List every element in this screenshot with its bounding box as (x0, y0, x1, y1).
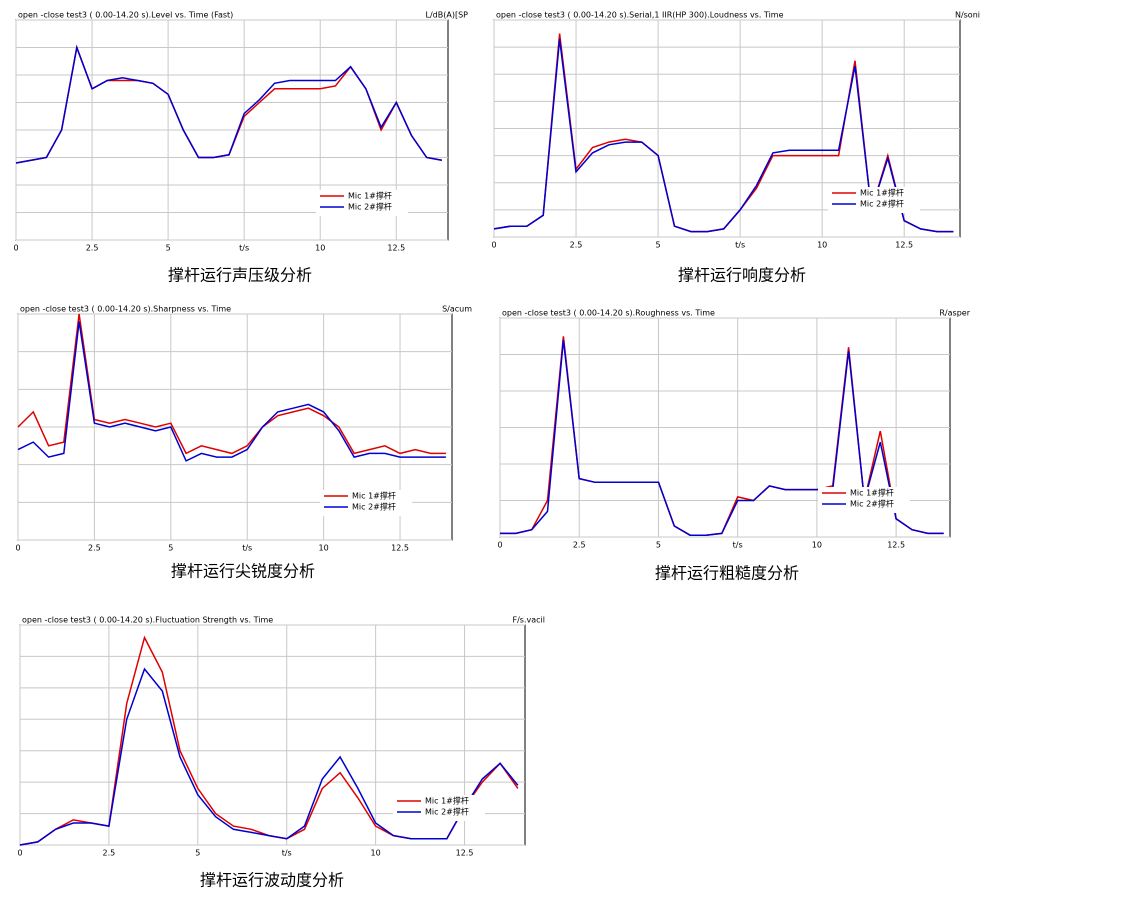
x-tick-label: 10 (812, 541, 822, 550)
x-tick-label: t/s (242, 544, 252, 553)
chart-title: open -close test3 ( 0.00-14.20 s).Sharpn… (20, 305, 231, 314)
series-line (17, 321, 446, 462)
series-line (500, 339, 944, 536)
legend-label: Mic 1#撑杆 (860, 188, 904, 198)
legend-label: Mic 1#撑杆 (348, 191, 392, 201)
x-tick-label: 0 (15, 544, 20, 553)
legend-box (320, 490, 412, 516)
legend-label: Mic 2#撑杆 (425, 807, 469, 817)
x-tick-label: t/s (733, 541, 743, 550)
legend-label: Mic 1#撑杆 (352, 491, 396, 501)
x-tick-label: 10 (817, 241, 827, 250)
x-tick-label: 2.5 (103, 849, 116, 858)
x-tick-label: 12.5 (887, 541, 905, 550)
x-tick-label: 0 (497, 541, 502, 550)
caption: 撑杆运行粗糙度分析 (655, 564, 799, 583)
chart-panel: open -close test3 ( 0.00-14.20 s).Serial… (491, 11, 980, 285)
legend-label: Mic 2#撑杆 (352, 502, 396, 512)
x-tick-label: 0 (17, 849, 22, 858)
x-tick-label: t/s (282, 849, 292, 858)
x-tick-label: 0 (491, 241, 496, 250)
x-tick-label: 5 (656, 541, 661, 550)
x-tick-label: 2.5 (88, 544, 101, 553)
caption: 撑杆运行响度分析 (678, 266, 806, 285)
chart-panel: open -close test3 ( 0.00-14.20 s).Level … (13, 11, 468, 285)
legend-box (818, 487, 910, 513)
legend-label: Mic 1#撑杆 (850, 488, 894, 498)
chart-panel: open -close test3 ( 0.00-14.20 s).Fluctu… (17, 616, 545, 890)
unit-label: R/asper (939, 309, 970, 318)
x-tick-label: 2.5 (86, 244, 99, 253)
x-tick-label: t/s (735, 241, 745, 250)
unit-label: L/dB(A)[SP (426, 11, 469, 20)
x-tick-label: 10 (315, 244, 325, 253)
unit-label: S/acum (442, 305, 472, 314)
x-tick-label: 2.5 (573, 541, 586, 550)
x-tick-label: 5 (168, 544, 173, 553)
x-tick-label: 12.5 (391, 544, 409, 553)
unit-label: N/soni (955, 11, 980, 20)
x-tick-label: 12.5 (456, 849, 474, 858)
chart-panel: open -close test3 ( 0.00-14.20 s).Roughn… (497, 309, 970, 583)
chart-title: open -close test3 ( 0.00-14.20 s).Level … (18, 11, 233, 20)
legend-box (316, 190, 408, 216)
x-tick-label: 5 (656, 241, 661, 250)
x-tick-label: t/s (239, 244, 249, 253)
legend-label: Mic 2#撑杆 (348, 202, 392, 212)
legend-label: Mic 1#撑杆 (425, 796, 469, 806)
x-tick-label: 12.5 (387, 244, 405, 253)
caption: 撑杆运行波动度分析 (200, 871, 344, 890)
chart-title: open -close test3 ( 0.00-14.20 s).Serial… (496, 11, 784, 20)
x-tick-label: 2.5 (570, 241, 583, 250)
unit-label: F/s.vacil (513, 616, 546, 625)
chart-title: open -close test3 ( 0.00-14.20 s).Roughn… (502, 309, 715, 318)
caption: 撑杆运行声压级分析 (168, 266, 312, 285)
x-tick-label: 12.5 (895, 241, 913, 250)
x-tick-label: 10 (371, 849, 381, 858)
legend-label: Mic 2#撑杆 (860, 199, 904, 209)
legend-label: Mic 2#撑杆 (850, 499, 894, 509)
x-tick-label: 10 (319, 544, 329, 553)
series-line (15, 44, 443, 164)
chart-panel: open -close test3 ( 0.00-14.20 s).Sharpn… (15, 305, 472, 581)
x-tick-label: 5 (195, 849, 200, 858)
legend-box (393, 795, 485, 821)
x-tick-label: 0 (13, 244, 18, 253)
caption: 撑杆运行尖锐度分析 (171, 562, 315, 581)
series-line (19, 667, 519, 846)
x-tick-label: 5 (166, 244, 171, 253)
chart-title: open -close test3 ( 0.00-14.20 s).Fluctu… (22, 616, 273, 625)
legend-box (828, 187, 920, 213)
